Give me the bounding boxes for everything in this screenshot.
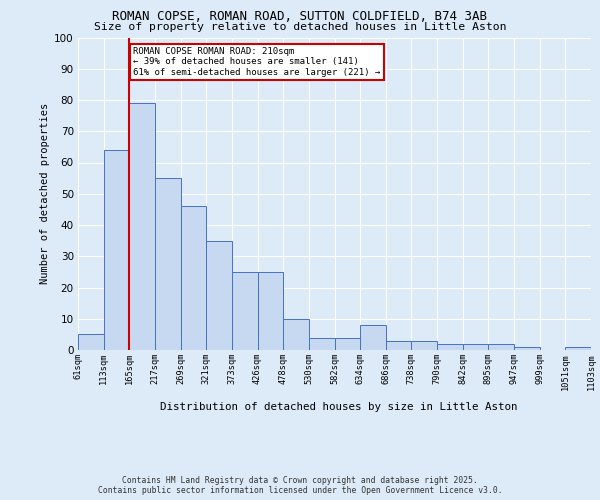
Text: Contains HM Land Registry data © Crown copyright and database right 2025.
Contai: Contains HM Land Registry data © Crown c…: [98, 476, 502, 495]
Bar: [309, 338, 335, 350]
Bar: [257, 272, 283, 350]
Bar: [155, 178, 181, 350]
Bar: [78, 334, 104, 350]
Bar: [386, 340, 412, 350]
Bar: [206, 240, 232, 350]
Bar: [181, 206, 206, 350]
Text: Size of property relative to detached houses in Little Aston: Size of property relative to detached ho…: [94, 22, 506, 32]
Bar: [130, 103, 155, 350]
Bar: [437, 344, 463, 350]
Text: Distribution of detached houses by size in Little Aston: Distribution of detached houses by size …: [160, 402, 518, 412]
Bar: [335, 338, 360, 350]
Bar: [412, 340, 437, 350]
Bar: [360, 325, 386, 350]
Y-axis label: Number of detached properties: Number of detached properties: [40, 103, 50, 284]
Bar: [232, 272, 257, 350]
Bar: [104, 150, 130, 350]
Bar: [463, 344, 488, 350]
Text: ROMAN COPSE, ROMAN ROAD, SUTTON COLDFIELD, B74 3AB: ROMAN COPSE, ROMAN ROAD, SUTTON COLDFIEL…: [113, 10, 487, 23]
Bar: [514, 347, 540, 350]
Text: ROMAN COPSE ROMAN ROAD: 210sqm
← 39% of detached houses are smaller (141)
61% of: ROMAN COPSE ROMAN ROAD: 210sqm ← 39% of …: [133, 47, 380, 76]
Bar: [283, 319, 309, 350]
Bar: [488, 344, 514, 350]
Bar: [565, 347, 591, 350]
